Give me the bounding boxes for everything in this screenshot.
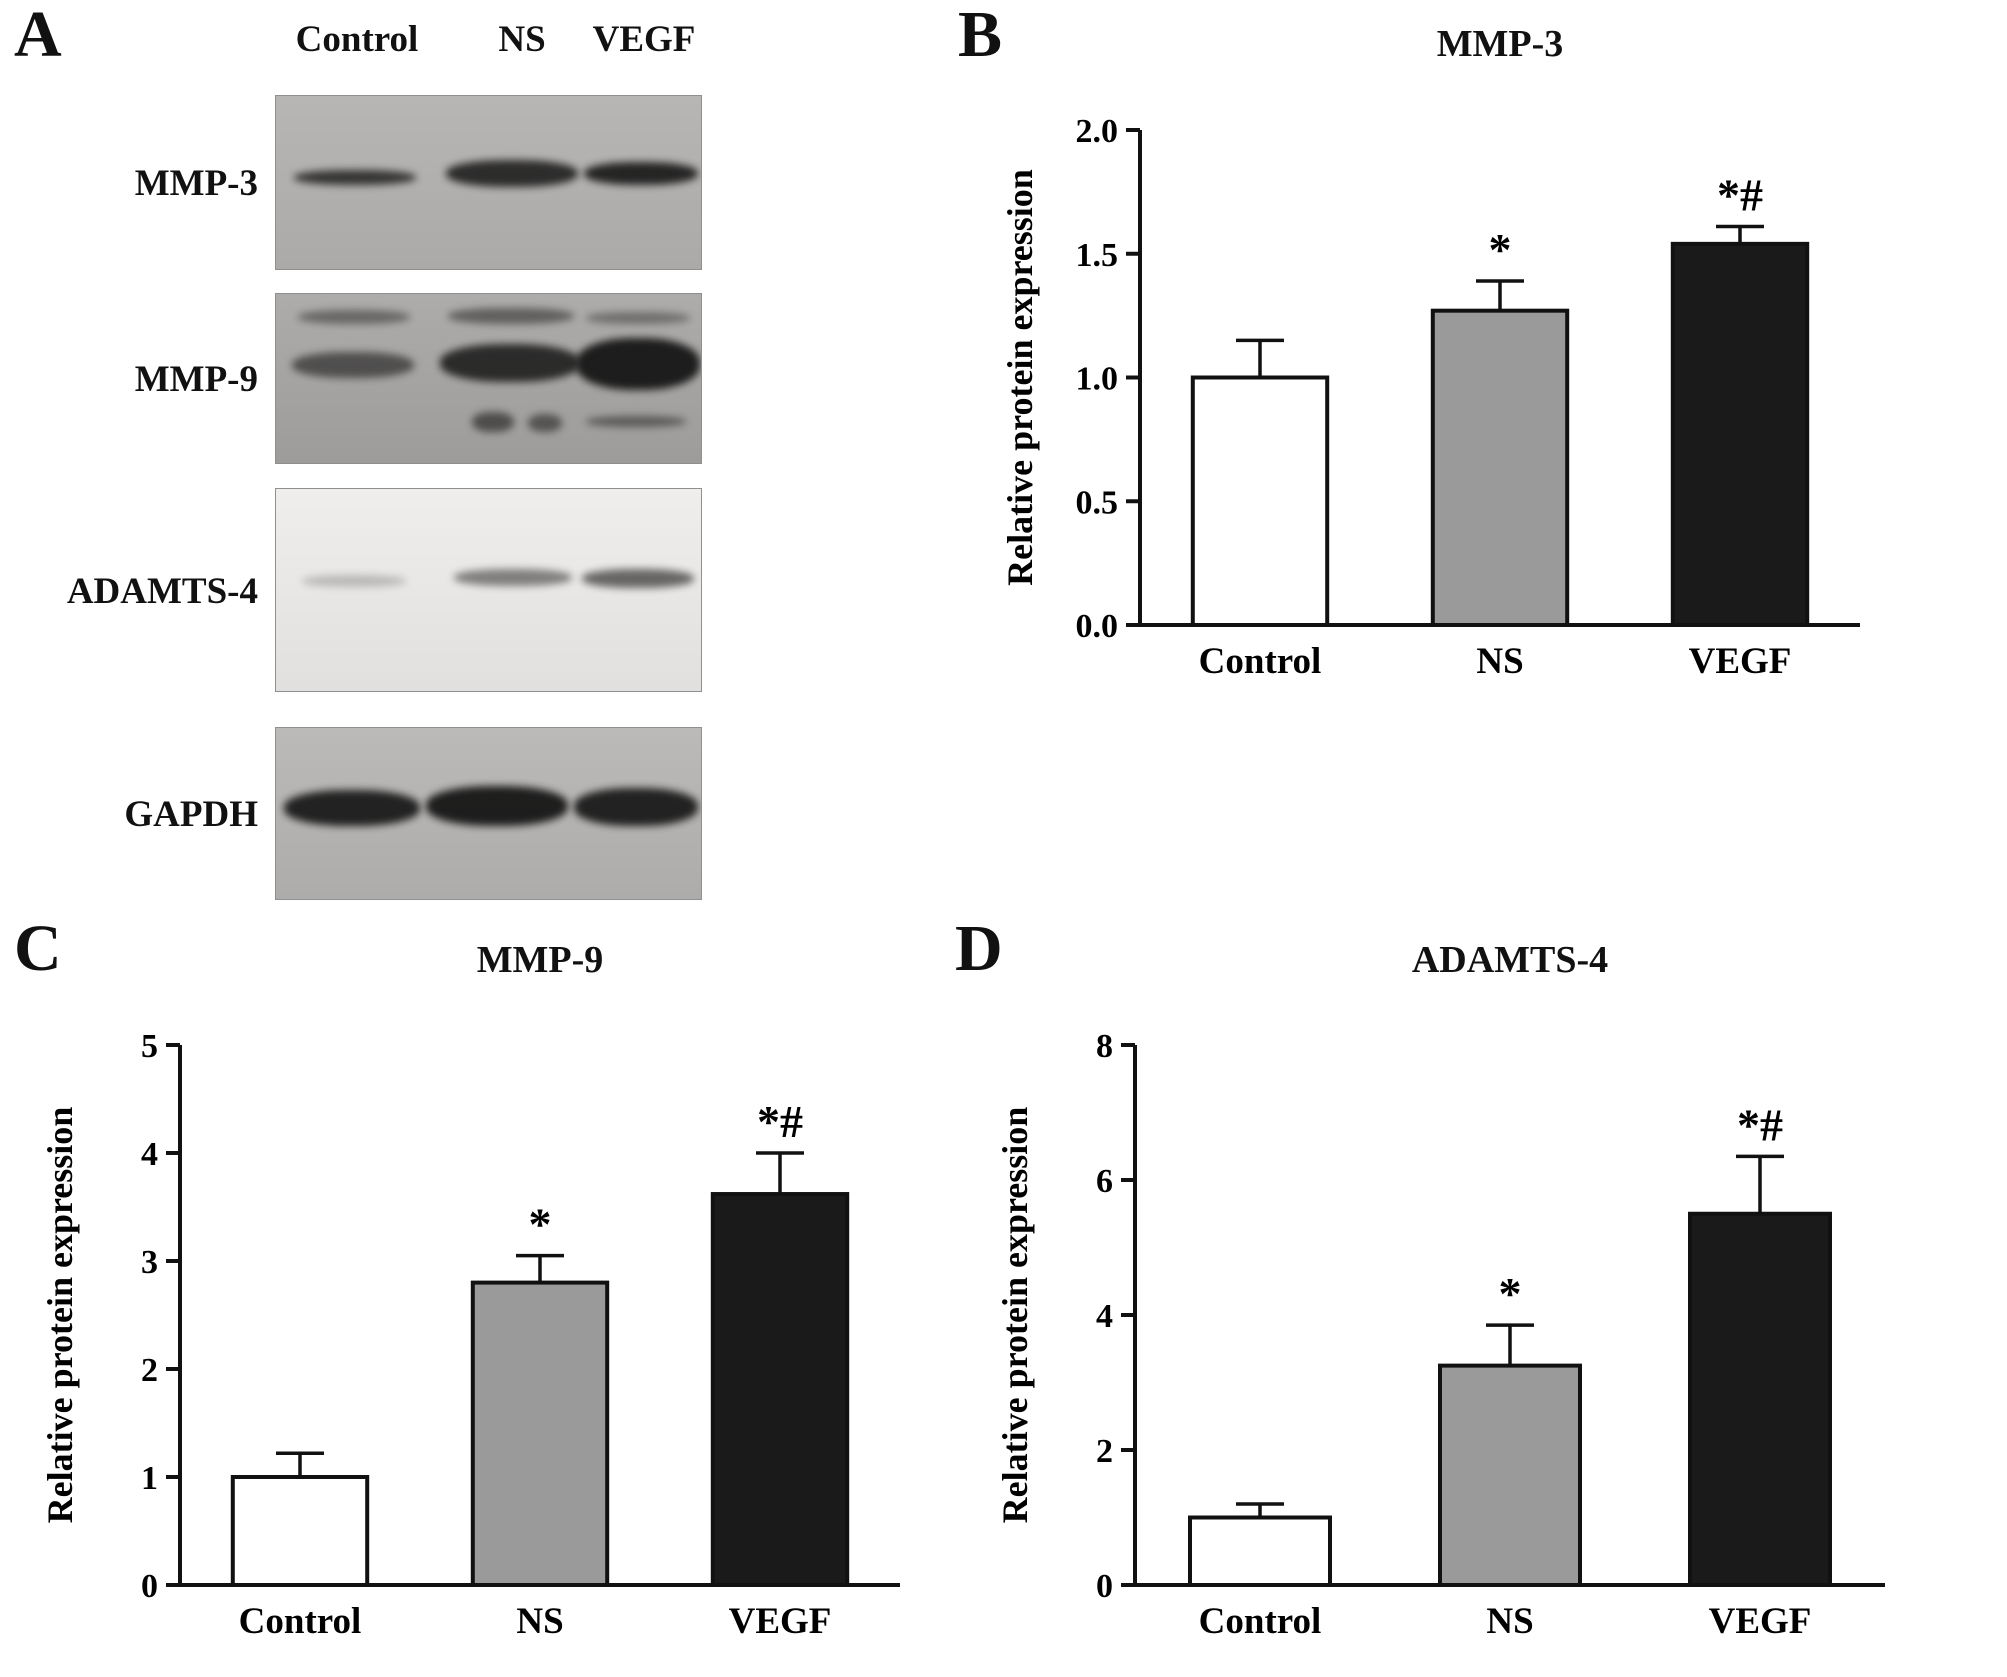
significance-annotation: * <box>529 1199 552 1250</box>
panel-letter-A: A <box>14 0 62 71</box>
chart-svg: 0 1 2 3 4 5 Relative protein expression Control… <box>40 1028 900 1642</box>
western-blot-band <box>472 412 514 432</box>
lane-header-ns: NS <box>498 19 546 60</box>
y-tick-label: 0 <box>1096 1568 1113 1605</box>
western-blot-band <box>302 575 406 587</box>
x-tick-label: VEGF <box>1709 1601 1812 1642</box>
y-axis-label: Relative protein expression <box>40 1107 80 1524</box>
y-tick-label: 0.0 <box>1076 608 1119 645</box>
bar-vegf <box>710 1192 850 1587</box>
bar-ns <box>1438 1363 1582 1587</box>
x-tick-label: VEGF <box>1689 641 1792 682</box>
panel-letter-B: B <box>958 0 1003 71</box>
y-tick-label: 3 <box>141 1244 158 1281</box>
blot-label-mmp3: MMP-3 <box>134 163 258 204</box>
western-blot-band <box>426 786 568 826</box>
y-tick-label: 2 <box>141 1352 158 1389</box>
western-blot-band <box>284 790 420 826</box>
western-blot-band <box>440 344 580 382</box>
y-tick-label: 0 <box>141 1568 158 1605</box>
lane-header-vegf: VEGF <box>592 19 696 60</box>
bar-vegf <box>1670 241 1810 627</box>
x-tick-label: Control <box>239 1601 362 1642</box>
y-tick-label: 8 <box>1096 1028 1113 1065</box>
bar-control <box>230 1475 370 1587</box>
significance-annotation: * <box>1489 224 1512 275</box>
x-tick-label: Control <box>1199 1601 1322 1642</box>
western-blot-gapdh <box>275 727 702 900</box>
significance-annotation: *# <box>757 1096 803 1147</box>
blot-label-adamts4: ADAMTS-4 <box>66 571 258 612</box>
y-tick-label: 6 <box>1096 1163 1113 1200</box>
lane-header-control: Control <box>295 19 419 60</box>
western-blot-mmp3 <box>275 95 702 270</box>
bar-ns <box>1430 308 1570 628</box>
western-blot-band <box>448 308 574 324</box>
bar-chart-adamts4: 0 2 4 6 8 Relative protein expression Control *… <box>985 995 1915 1670</box>
western-blot-band <box>298 310 410 324</box>
y-axis-label: Relative protein expression <box>995 1107 1035 1524</box>
bar-chart-mmp3: 0.0 0.5 1.0 1.5 2.0 Relative protein expressi… <box>990 80 1890 710</box>
panel-letter-C: C <box>14 912 62 985</box>
western-blot-band <box>292 352 414 378</box>
y-tick-label: 2 <box>1096 1433 1113 1470</box>
x-tick-label: VEGF <box>729 1601 832 1642</box>
y-tick-label: 2.0 <box>1076 113 1119 150</box>
western-blot-band <box>454 569 572 586</box>
y-tick-label: 1.5 <box>1076 237 1119 274</box>
x-tick-label: Control <box>1199 641 1322 682</box>
significance-annotation: *# <box>1717 170 1763 221</box>
blot-label-mmp9: MMP-9 <box>134 359 258 400</box>
y-tick-label: 1.0 <box>1076 361 1119 398</box>
bar-vegf <box>1688 1211 1832 1587</box>
western-blot-band <box>586 416 686 427</box>
bar-control <box>1188 1515 1332 1587</box>
western-blot-band <box>574 788 698 826</box>
western-blot-band <box>294 170 416 185</box>
western-blot-band <box>576 338 700 390</box>
x-tick-label: NS <box>1476 641 1523 682</box>
western-blot-band <box>584 162 698 185</box>
chart-title-mmp9: MMP-9 <box>476 939 604 981</box>
y-tick-label: 4 <box>1096 1298 1113 1335</box>
chart-title-adamts4: ADAMTS-4 <box>1411 939 1609 981</box>
bar-ns <box>470 1280 610 1587</box>
western-blot-adamts4 <box>275 488 702 692</box>
x-tick-label: NS <box>1486 1601 1533 1642</box>
x-tick-label: NS <box>516 1601 563 1642</box>
western-blot-band <box>586 312 690 324</box>
chart-svg: 0.0 0.5 1.0 1.5 2.0 Relative protein expressi… <box>1000 113 1860 682</box>
y-tick-label: 0.5 <box>1076 484 1119 521</box>
western-blot-band <box>528 414 562 432</box>
western-blot-band <box>582 569 694 588</box>
chart-svg: 0 2 4 6 8 Relative protein expression Control *… <box>995 1028 1885 1642</box>
bar-control <box>1190 375 1330 627</box>
panel-letter-D: D <box>955 912 1003 985</box>
y-tick-label: 5 <box>141 1028 158 1065</box>
bar-chart-mmp9: 0 1 2 3 4 5 Relative protein expression Control… <box>30 995 930 1670</box>
significance-annotation: *# <box>1737 1099 1783 1150</box>
blot-label-gapdh: GAPDH <box>124 794 258 835</box>
chart-title-mmp3: MMP-3 <box>1436 23 1564 65</box>
y-tick-label: 4 <box>141 1136 158 1173</box>
y-tick-label: 1 <box>141 1460 158 1497</box>
significance-annotation: * <box>1499 1268 1522 1319</box>
y-axis-label: Relative protein expression <box>1000 169 1040 586</box>
western-blot-mmp9 <box>275 293 702 464</box>
western-blot-band <box>446 160 578 187</box>
